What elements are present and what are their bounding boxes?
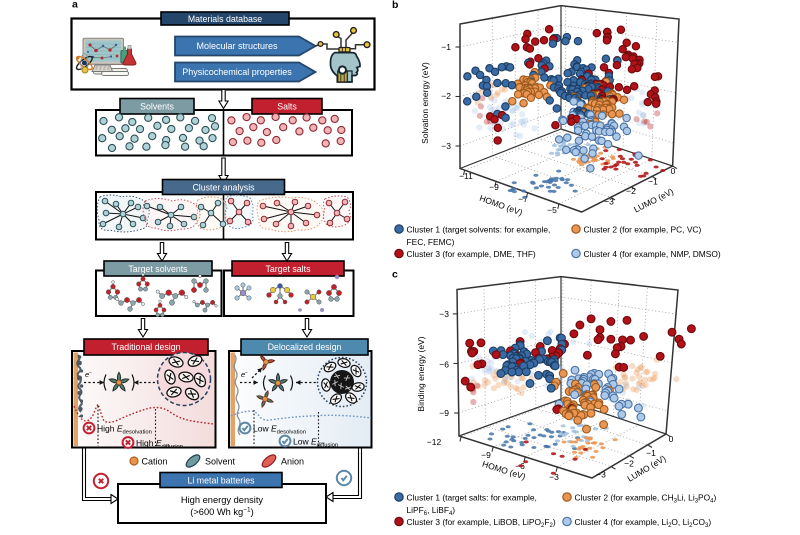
svg-text:Cluster 1 (target solvents: fo: Cluster 1 (target solvents: for example, bbox=[407, 225, 551, 235]
svg-text:Molecular structures: Molecular structures bbox=[196, 41, 278, 51]
svg-text:Cluster 1 (target salts: for e: Cluster 1 (target salts: for example, bbox=[407, 493, 537, 503]
svg-text:c: c bbox=[392, 269, 398, 281]
svg-text:Anion: Anion bbox=[281, 457, 304, 467]
svg-text:−1: −1 bbox=[648, 177, 658, 187]
svg-text:−5: −5 bbox=[547, 205, 557, 215]
svg-text:Binding energy (eV): Binding energy (eV) bbox=[416, 336, 426, 411]
svg-text:Materials database: Materials database bbox=[188, 14, 262, 24]
svg-text:−2: −2 bbox=[441, 91, 451, 101]
svg-text:−1: −1 bbox=[646, 448, 656, 458]
svg-text:Physicochemical properties: Physicochemical properties bbox=[182, 67, 292, 77]
svg-text:Solvent: Solvent bbox=[205, 457, 236, 467]
svg-text:0: 0 bbox=[671, 166, 676, 176]
svg-text:Traditional design: Traditional design bbox=[111, 342, 180, 352]
svg-text:0: 0 bbox=[669, 434, 674, 444]
svg-text:Target salts: Target salts bbox=[266, 264, 312, 274]
svg-text:−6: −6 bbox=[439, 360, 449, 370]
svg-text:−3: −3 bbox=[439, 309, 449, 319]
svg-text:a: a bbox=[72, 0, 78, 11]
svg-text:Cluster 4 (for example, NMP, D: Cluster 4 (for example, NMP, DMSO) bbox=[584, 249, 721, 259]
svg-text:Li metal batteries: Li metal batteries bbox=[188, 475, 256, 485]
svg-text:Delocalized design: Delocalized design bbox=[268, 342, 342, 352]
svg-text:−11: −11 bbox=[459, 171, 473, 181]
svg-text:−1: −1 bbox=[441, 42, 451, 52]
svg-text:−2: −2 bbox=[624, 459, 634, 469]
svg-text:−3: −3 bbox=[596, 470, 606, 480]
svg-text:Salts: Salts bbox=[277, 101, 297, 111]
svg-text:−12: −12 bbox=[427, 437, 442, 447]
svg-text:Cluster 2 (for example, PC, VC: Cluster 2 (for example, PC, VC) bbox=[584, 225, 702, 235]
svg-text:−9: −9 bbox=[489, 182, 499, 192]
svg-text:Cation: Cation bbox=[142, 457, 168, 467]
svg-text:−3: −3 bbox=[604, 197, 614, 207]
svg-text:−: − bbox=[89, 370, 92, 376]
svg-text:Solvents: Solvents bbox=[140, 101, 174, 111]
svg-text:−: − bbox=[245, 370, 248, 376]
svg-text:−7: −7 bbox=[518, 194, 528, 204]
svg-text:Cluster 3 (for example, DME, T: Cluster 3 (for example, DME, THF) bbox=[407, 249, 536, 259]
svg-text:−2: −2 bbox=[626, 186, 636, 196]
svg-text:−9: −9 bbox=[439, 408, 449, 418]
svg-text:−3: −3 bbox=[441, 141, 451, 151]
svg-text:High energy density: High energy density bbox=[181, 495, 264, 505]
svg-text:b: b bbox=[392, 0, 398, 11]
svg-text:Target solvents: Target solvents bbox=[128, 264, 188, 274]
svg-text:FEC, FEMC): FEC, FEMC) bbox=[407, 237, 455, 247]
svg-text:Solvation energy (eV): Solvation energy (eV) bbox=[420, 62, 430, 144]
svg-text:Cluster analysis: Cluster analysis bbox=[192, 182, 255, 192]
